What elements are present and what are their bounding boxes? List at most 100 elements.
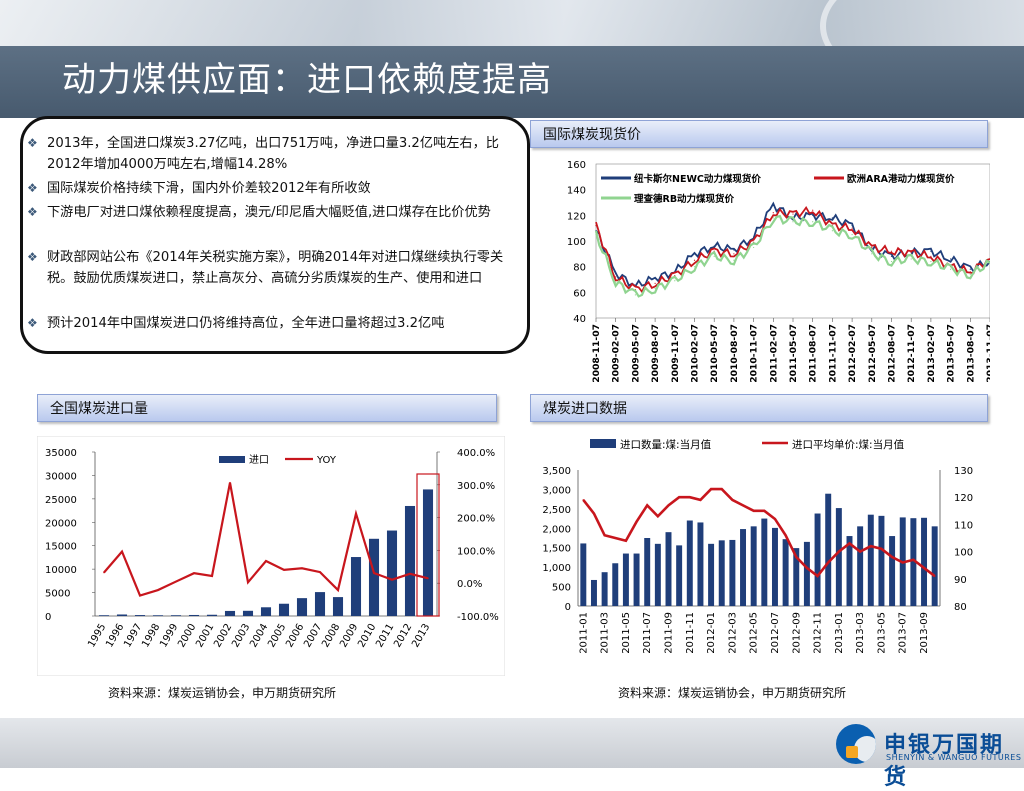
data-point [615,272,617,274]
data-point [654,277,656,279]
y2-tick-label: -100.0% [457,612,499,623]
x-tick-label: 2011-02-07 [768,324,779,383]
y-tick-label: 25000 [45,495,77,506]
price-point [603,534,606,537]
y-tick-label: 160 [567,160,586,171]
x-tick-label: 2010-08-07 [729,324,740,383]
bullet-marker-icon: ❖ [27,136,38,150]
x-tick-label: 2011-03 [600,612,611,654]
legend-swatch [590,439,616,448]
bar [350,557,362,616]
yoy-point [103,571,105,574]
price-point [933,575,936,577]
price-point [901,561,904,564]
data-point [989,262,990,264]
x-tick-label: 2009-05-07 [630,324,641,383]
national-coal-import-chart: 0 5000 10000 15000 20000 25000 30000 35000 -100.… [37,436,505,676]
data-point [930,250,932,252]
price-point [784,534,787,537]
price-point [806,567,808,569]
y-tick-label: 10000 [45,565,77,576]
yoy-point [265,560,267,562]
x-tick-label: 2011-05-07 [788,324,799,383]
price-point [688,496,691,498]
y2-tick-label: 90 [954,575,967,586]
bar [835,508,842,606]
bar [633,553,640,606]
bar [386,530,398,616]
data-point [930,260,932,263]
bar [368,538,380,616]
y-tick-label: 15000 [45,542,77,553]
price-point [614,537,617,539]
bar [622,553,629,606]
data-point [890,255,893,257]
x-tick-label: 2012-07 [770,612,781,654]
intl-price-panel-title: 国际煤炭现货价 [530,120,988,148]
x-tick-label: 2011-05 [621,612,632,654]
x-tick-label: 2008-11-07 [591,324,602,383]
bar [644,538,651,606]
data-point [989,258,990,260]
yoy-point [355,512,357,515]
bar [404,505,416,616]
bar [921,517,928,606]
bar [601,572,608,606]
yoy-point [247,581,249,584]
y-tick-label: 140 [567,186,586,197]
x-tick-label: 2013-03 [855,612,866,654]
x-tick-label: 2010-02-07 [690,324,701,383]
bar [740,529,747,606]
x-tick-label: 2013-07 [898,612,909,654]
y2-tick-label: 80 [954,602,967,613]
price-point [838,550,840,553]
yoy-point [175,580,177,583]
bullet-text: 预计2014年中国煤炭进口仍将维持高位，全年进口量将超过3.2亿吨 [47,316,445,331]
legend-label: 进口数量:煤:当月值 [620,438,712,451]
price-point [774,518,776,520]
bar [206,614,218,616]
x-tick-label: 2012-09 [791,612,802,654]
bar [697,522,704,606]
price-point [678,496,680,498]
y-tick-label: 20000 [45,518,77,529]
x-tick-label: 2012-05 [749,612,760,654]
data-point [772,217,774,219]
x-tick-label: 2013-05 [876,612,887,654]
data-point [812,209,814,211]
bar [422,489,434,616]
data-point [831,217,833,219]
y2-tick-label: 200.0% [457,514,495,525]
y-tick-label: 500 [552,583,571,594]
data-point [792,221,794,223]
data-point [812,214,814,216]
series-line-3 [594,214,990,298]
data-point [792,213,794,215]
price-point [848,542,851,545]
yoy-point [121,550,123,553]
data-point [634,294,636,296]
data-point [772,204,774,206]
bar [580,543,587,606]
price-point [923,567,925,569]
plot-area [595,163,990,319]
y2-tick-label: 400.0% [457,448,495,459]
x-tick-label: 2012-08-07 [887,324,898,383]
source-note-left: 资料来源：煤炭运销协会，申万期货研究所 [108,686,337,700]
x-tick-label: 2009-11-07 [670,324,681,383]
bar [750,526,757,606]
bar [889,536,896,606]
y-tick-label: 2,500 [542,505,571,516]
bar [134,615,146,616]
y2-tick-label: 300.0% [457,481,495,492]
price-point [731,499,734,501]
legend-label: 欧洲ARA港动力煤现货价 [847,173,955,185]
bar [152,615,164,616]
y2-tick-label: 100 [954,548,973,559]
bar [793,548,800,606]
y-tick-label: 3,500 [542,466,571,477]
bar [654,543,661,606]
price-point [646,504,649,507]
price-point [912,558,915,561]
bar [188,614,200,616]
